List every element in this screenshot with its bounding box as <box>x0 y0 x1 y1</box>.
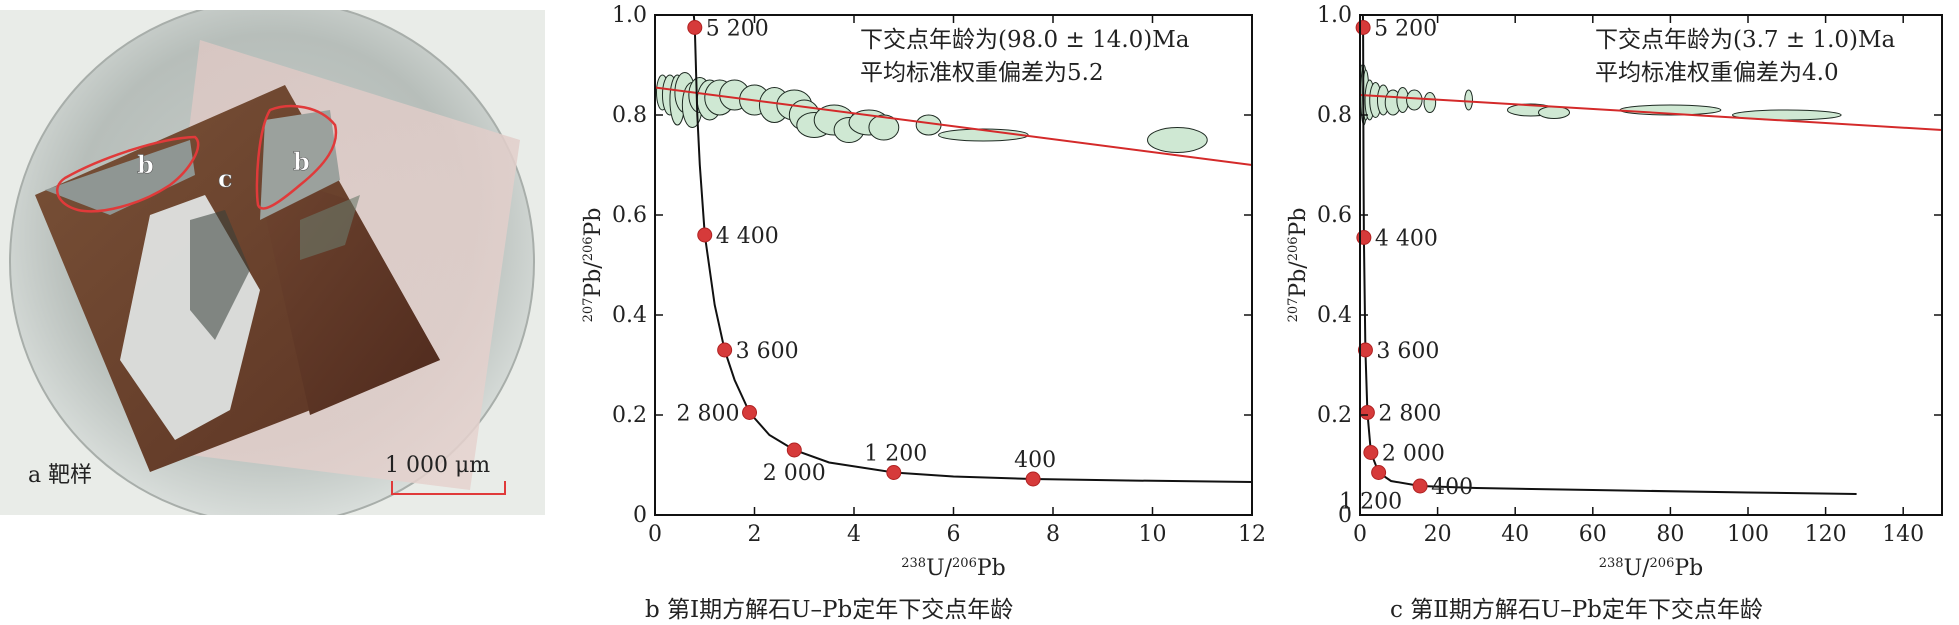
zone-b-right <box>260 110 340 220</box>
concordia-point <box>742 405 758 420</box>
x-axis-label: 238U/206Pb <box>901 556 1006 580</box>
annotation-line: 下交点年龄为(98.0 ± 14.0)Ma <box>860 27 1190 53</box>
regression-line <box>655 86 1252 166</box>
x-tick-label: 2 <box>748 522 762 547</box>
y-tick-label: 1.0 <box>612 3 647 28</box>
error-ellipses <box>655 72 1208 153</box>
y-tick-label: 0.2 <box>612 403 647 428</box>
scale-bar-label: 1 000 μm <box>385 453 490 478</box>
age-label: 400 <box>1431 475 1473 500</box>
x-tick-label: 10 <box>1139 522 1167 547</box>
region-label-b-left: b <box>137 150 154 179</box>
concordia-point <box>886 465 902 480</box>
panel-b-chart: 5 200 4 400 3 600 2 800 2 000 1 200 400 0 2 4 6 8 10… <box>560 0 1280 625</box>
annotation-line: 下交点年龄为(3.7 ± 1.0)Ma <box>1595 27 1896 53</box>
regression-line <box>1360 94 1942 131</box>
y-tick-label: 0 <box>1338 503 1352 528</box>
x-tick-label: 0 <box>1353 522 1367 547</box>
x-tick-label: 8 <box>1046 522 1060 547</box>
y-axis-label: 207Pb/206Pb <box>581 208 606 323</box>
concordia-point <box>697 227 713 243</box>
x-tick-label: 4 <box>847 522 861 547</box>
y-tick-label: 0.6 <box>1317 203 1352 228</box>
scale-bar <box>391 481 506 495</box>
concordia-point <box>1363 445 1379 460</box>
concordia-curve <box>1361 15 1857 495</box>
concordia-point <box>1412 478 1428 494</box>
concordia-point <box>1355 20 1371 35</box>
age-label: 1 200 <box>1339 490 1402 515</box>
x-tick-label: 6 <box>947 522 961 547</box>
age-label: 2 000 <box>763 461 826 486</box>
concordia-point <box>1371 465 1387 480</box>
age-label: 5 200 <box>1374 17 1437 42</box>
plot-frame <box>1359 14 1943 516</box>
region-label-b-right: b <box>293 147 310 176</box>
y-axis-label: 207Pb/206Pb <box>1286 208 1311 323</box>
concordia-point <box>1357 342 1373 358</box>
concordia-point <box>1025 471 1041 487</box>
outline-zone-b-right <box>255 104 338 210</box>
x-tick-label: 40 <box>1501 522 1529 547</box>
age-label: 400 <box>1014 448 1056 473</box>
age-label: 5 200 <box>706 17 769 42</box>
concordia-point <box>687 20 703 35</box>
concordia-point <box>1359 405 1375 420</box>
age-label: 3 600 <box>1376 339 1439 364</box>
x-tick-label: 100 <box>1727 522 1769 547</box>
panel-a-sample-photo: b c b a 靶样 1 000 μm <box>0 0 545 525</box>
x-tick-label: 120 <box>1805 522 1847 547</box>
annotation-line: 平均标准权重偏差为4.0 <box>1595 60 1839 86</box>
error-ellipse <box>1423 92 1437 113</box>
age-label: 2 800 <box>677 402 740 427</box>
x-tick-label: 12 <box>1238 522 1266 547</box>
age-label: 4 400 <box>1375 227 1438 252</box>
panel-c-chart: 5 200 4 400 3 600 2 800 2 000 1 200 400 0 20 40 60… <box>1275 0 1959 625</box>
error-ellipse <box>868 114 900 141</box>
concordia-point <box>786 442 802 458</box>
x-tick-label: 140 <box>1882 522 1924 547</box>
concordia-chart-b: 5 200 4 400 3 600 2 800 2 000 1 200 400 0 2 4 6 8 10… <box>581 3 1266 581</box>
error-ellipse <box>1147 127 1208 153</box>
concordia-chart-c: 5 200 4 400 3 600 2 800 2 000 1 200 400 0 20 40 60… <box>1286 3 1943 581</box>
y-tick-label: 0.4 <box>612 303 647 328</box>
x-tick-label: 20 <box>1424 522 1452 547</box>
y-tick-label: 0.8 <box>612 103 647 128</box>
zone-b-left <box>45 140 195 215</box>
error-ellipse <box>1464 89 1474 111</box>
x-tick-label: 60 <box>1579 522 1607 547</box>
y-tick-label: 0.2 <box>1317 403 1352 428</box>
age-label: 2 800 <box>1378 402 1441 427</box>
region-label-c: c <box>218 164 233 193</box>
x-tick-label: 80 <box>1656 522 1684 547</box>
y-tick-label: 0 <box>633 503 647 528</box>
y-tick-label: 0.8 <box>1317 103 1352 128</box>
outline-zone-b-left <box>56 135 200 213</box>
age-label: 4 400 <box>716 224 779 249</box>
y-tick-label: 1.0 <box>1317 3 1352 28</box>
age-label: 1 200 <box>864 442 927 467</box>
error-ellipse <box>1406 89 1423 111</box>
panel-c-caption: c 第Ⅱ期方解石U–Pb定年下交点年龄 <box>1390 597 1763 623</box>
concordia-point <box>1356 230 1372 245</box>
age-label: 2 000 <box>1382 442 1445 467</box>
x-axis-label: 238U/206Pb <box>1599 556 1704 580</box>
sample-photo: b c b a 靶样 1 000 μm <box>0 0 545 525</box>
x-tick-label: 0 <box>648 522 662 547</box>
y-tick-label: 0.6 <box>612 203 647 228</box>
panel-a-caption: a 靶样 <box>28 463 92 488</box>
concordia-point <box>717 342 733 358</box>
annotation-line: 平均标准权重偏差为5.2 <box>860 60 1104 86</box>
panel-b-caption: b 第Ⅰ期方解石U–Pb定年下交点年龄 <box>645 597 1014 623</box>
y-tick-label: 0.4 <box>1317 303 1352 328</box>
age-label: 3 600 <box>736 339 799 364</box>
